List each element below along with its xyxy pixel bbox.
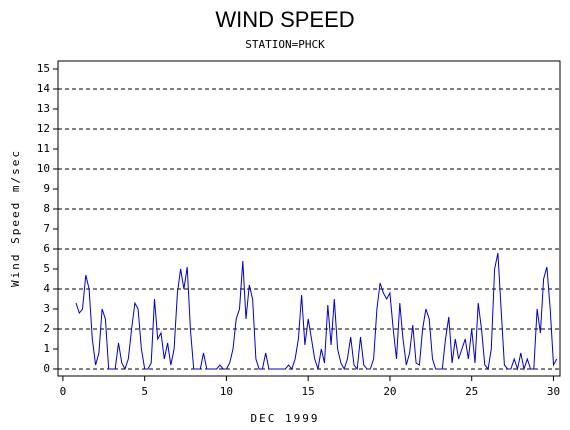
x-tick-label: 10 — [220, 385, 233, 398]
y-tick-label: 1 — [43, 342, 50, 355]
y-tick-label: 6 — [43, 242, 50, 255]
x-tick-label: 30 — [547, 385, 560, 398]
y-tick-label: 5 — [43, 262, 50, 275]
y-tick-label: 10 — [37, 162, 50, 175]
y-tick-label: 7 — [43, 222, 50, 235]
y-tick-label: 13 — [37, 102, 50, 115]
y-tick-label: 9 — [43, 182, 50, 195]
y-tick-label: 3 — [43, 302, 50, 315]
x-tick-label: 20 — [383, 385, 396, 398]
y-tick-label: 15 — [37, 62, 50, 75]
y-tick-label: 8 — [43, 202, 50, 215]
chart-subtitle: STATION=PHCK — [245, 38, 325, 51]
chart-title: WIND SPEED — [215, 7, 354, 32]
data-line — [75, 252, 558, 371]
x-tick-label: 0 — [60, 385, 67, 398]
y-tick-label: 12 — [37, 122, 50, 135]
plot-frame — [57, 60, 561, 377]
y-tick-label: 11 — [37, 142, 50, 155]
y-axis-label: Wind Speed m/sec — [9, 149, 22, 287]
x-tick-label: 25 — [465, 385, 478, 398]
x-axis-label: DEC 1999 — [251, 412, 320, 425]
y-tick-label: 0 — [43, 362, 50, 375]
y-tick-label: 4 — [43, 282, 50, 295]
y-tick-label: 14 — [37, 82, 51, 95]
y-tick-label: 2 — [43, 322, 50, 335]
x-tick-label: 5 — [141, 385, 148, 398]
x-tick-label: 15 — [302, 385, 315, 398]
